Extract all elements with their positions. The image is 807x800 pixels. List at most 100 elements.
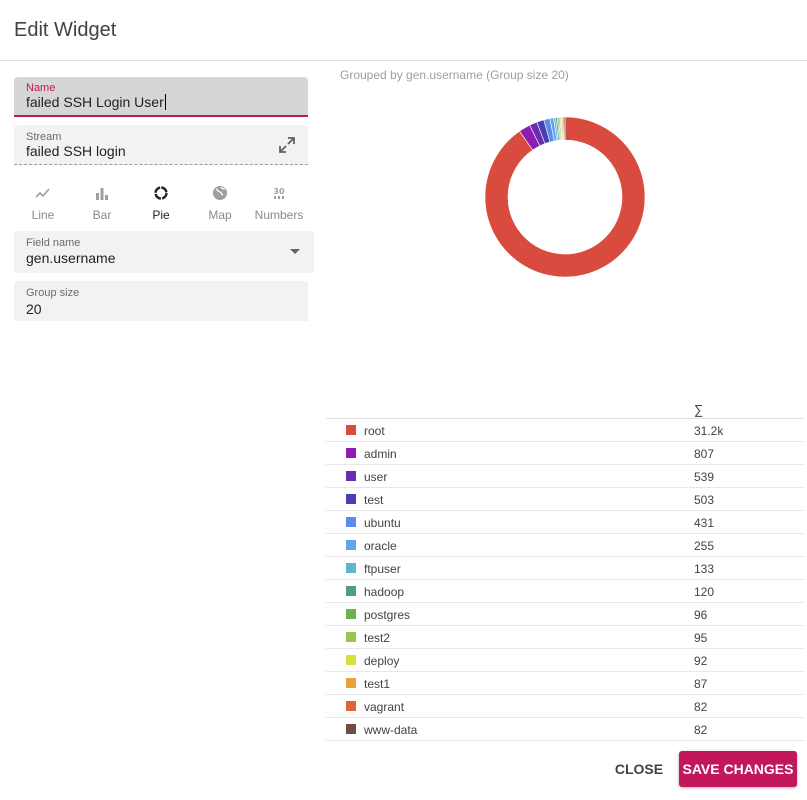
username-cell: postgres [364,608,411,622]
count-cell: 31.2k [694,424,724,438]
legend-swatch [346,425,356,435]
username-cell: root [364,424,385,438]
count-cell: 503 [694,493,715,507]
sum-column-header: ∑ [694,402,704,417]
vis-numbers-label: Numbers [254,208,304,222]
pie-slice-root[interactable] [484,116,646,278]
count-cell: 82 [694,700,708,714]
globe-icon [213,186,227,200]
dialog-header: Edit Widget [0,0,807,61]
table-row: vagrant 82 [326,695,804,718]
field-name-select[interactable]: Field name gen.username [14,231,314,273]
username-cell: admin [364,447,397,461]
numbers-icon: 30 [273,187,285,199]
data-table: ∑ root 31.2k admin 807 user 539 test 503 ubuntu 4… [326,397,804,741]
username-cell: test [364,493,384,507]
vis-bar-label: Bar [92,208,112,222]
username-cell: test1 [364,677,391,691]
table-row: www-data 82 [326,718,804,741]
username-cell: www-data [364,723,418,737]
username-cell: test2 [364,631,391,645]
table-row: hadoop 120 [326,580,804,603]
legend-swatch [346,563,356,573]
pie-slice-www-data[interactable] [563,116,566,141]
count-cell: 87 [694,677,708,691]
legend-swatch [346,471,356,481]
stream-field[interactable]: Stream failed SSH login [14,125,308,165]
legend-swatch [346,517,356,527]
dialog-title: Edit Widget [14,19,117,41]
vis-pie-button[interactable]: Pie [132,180,190,226]
name-value: failed SSH Login User [26,94,164,110]
group-size-input[interactable]: 20 [26,301,42,317]
count-cell: 807 [694,447,715,461]
username-cell: oracle [364,539,397,553]
field-name-value: gen.username [26,250,116,266]
table-row: oracle 255 [326,534,804,557]
table-row: ubuntu 431 [326,511,804,534]
vis-bar-button[interactable]: Bar [73,180,131,226]
text-cursor [164,94,166,110]
count-cell: 82 [694,723,708,737]
table-row: test2 95 [326,626,804,649]
table-row: postgres 96 [326,603,804,626]
vis-map-button[interactable]: Map [191,180,249,226]
count-cell: 96 [694,608,708,622]
count-cell: 92 [694,654,708,668]
username-cell: deploy [364,654,400,668]
count-cell: 120 [694,585,715,599]
table-row: root 31.2k [326,419,804,442]
svg-text:30: 30 [273,187,285,196]
table-row: admin 807 [326,442,804,465]
count-cell: 539 [694,470,715,484]
group-size-label: Group size [26,287,80,299]
expand-icon[interactable] [278,136,296,154]
count-cell: 133 [694,562,715,576]
legend-swatch [346,609,356,619]
vis-line-button[interactable]: Line [14,180,72,226]
vis-map-label: Map [208,208,232,222]
visualization-selector: Line Bar Pie Map 30 Numbers [14,180,308,226]
donut-chart [484,116,646,278]
table-row: ftpuser 133 [326,557,804,580]
vis-numbers-button[interactable]: 30 Numbers [250,180,308,226]
bar-chart-icon [96,188,108,200]
table-row: user 539 [326,465,804,488]
chart-title: Grouped by gen.username (Group size 20) [340,68,569,82]
table-header: ∑ [326,397,804,419]
pie-chart-icon [154,186,168,200]
username-cell: vagrant [364,700,405,714]
legend-swatch [346,448,356,458]
vis-line-label: Line [31,208,55,222]
table-row: deploy 92 [326,649,804,672]
username-cell: ubuntu [364,516,401,530]
legend-swatch [346,678,356,688]
username-cell: hadoop [364,585,405,599]
save-changes-button[interactable]: SAVE CHANGES [679,751,797,787]
field-name-label: Field name [26,237,81,249]
count-cell: 431 [694,516,715,530]
count-cell: 95 [694,631,708,645]
legend-swatch [346,494,356,504]
legend-swatch [346,701,356,711]
legend-swatch [346,724,356,734]
legend-swatch [346,586,356,596]
close-button[interactable]: CLOSE [608,752,670,786]
count-cell: 255 [694,539,715,553]
group-size-field[interactable]: Group size 20 [14,281,308,321]
name-label: Name [26,82,56,94]
chevron-down-icon[interactable] [290,249,300,254]
table-row: test 503 [326,488,804,511]
name-field[interactable]: Name failed SSH Login User [14,77,308,117]
legend-swatch [346,540,356,550]
username-cell: user [364,470,388,484]
table-body: root 31.2k admin 807 user 539 test 503 ubuntu 431… [326,419,804,741]
username-cell: ftpuser [364,562,401,576]
vis-pie-label: Pie [152,208,170,222]
line-chart-icon [35,188,50,198]
table-row: test1 87 [326,672,804,695]
name-input[interactable]: failed SSH Login User [26,94,166,110]
legend-swatch [346,655,356,665]
stream-value: failed SSH login [26,143,126,159]
legend-swatch [346,632,356,642]
